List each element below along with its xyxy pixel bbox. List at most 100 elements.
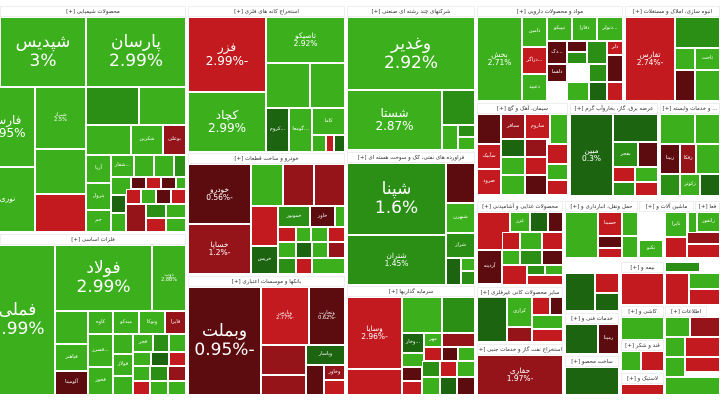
stock-tile[interactable]: شکربن: [131, 125, 163, 155]
stock-tile[interactable]: [113, 376, 133, 395]
stock-tile[interactable]: [621, 384, 664, 395]
stock-tile[interactable]: [665, 262, 700, 272]
stock-tile[interactable]: [133, 352, 151, 366]
sector-header-investment[interactable]: سرمایه گذاریها [+]: [347, 286, 475, 297]
stock-tile[interactable]: حسینا: [598, 212, 622, 236]
stock-tile[interactable]: مهر: [424, 333, 442, 347]
sector-header-construction[interactable]: انبوه سازی، املاک و مستغلات [+]: [625, 6, 720, 17]
stock-tile[interactable]: [621, 351, 641, 371]
stock-tile[interactable]: [139, 87, 186, 125]
stock-tile[interactable]: [598, 236, 622, 248]
stock-tile[interactable]: تکنو: [639, 240, 663, 258]
sector-header-chemicals[interactable]: محصولات شیمیایی [+]: [0, 6, 186, 17]
stock-tile[interactable]: سآبیک: [477, 144, 501, 169]
stock-tile[interactable]: پترول: [86, 183, 111, 210]
stock-tile[interactable]: [169, 334, 186, 352]
stock-tile[interactable]: [166, 204, 186, 218]
stock-tile[interactable]: دفارا: [572, 17, 597, 41]
stock-tile[interactable]: [440, 377, 457, 395]
stock-tile[interactable]: وبملت -0.95%: [188, 287, 261, 395]
stock-tile[interactable]: زکوثر: [680, 174, 700, 196]
stock-tile[interactable]: [278, 227, 296, 242]
stock-tile[interactable]: [161, 177, 176, 189]
sector-header-rubber[interactable]: لاستیک و [+]: [621, 373, 664, 384]
stock-tile[interactable]: [442, 297, 475, 333]
stock-tile[interactable]: [525, 175, 547, 195]
stock-tile[interactable]: فایرا: [165, 311, 186, 334]
stock-tile[interactable]: فولاژ: [113, 354, 133, 376]
stock-tile[interactable]: ...گومعا: [289, 108, 312, 152]
stock-tile[interactable]: [530, 212, 548, 232]
stock-tile[interactable]: [169, 352, 186, 366]
stock-tile[interactable]: [695, 70, 720, 101]
stock-tile[interactable]: ذوب 2.88%: [152, 245, 186, 311]
stock-tile[interactable]: [607, 82, 623, 101]
sector-header-oil-products[interactable]: فراورده های نفتی، کک و سوخت هسته ای [+]: [347, 152, 475, 163]
stock-tile[interactable]: [567, 82, 589, 101]
sector-header-machinery[interactable]: ماشین آلات و [+]: [639, 201, 694, 212]
stock-tile[interactable]: وخاور: [324, 365, 345, 380]
stock-tile[interactable]: [312, 135, 326, 152]
stock-tile[interactable]: [146, 177, 161, 189]
stock-tile[interactable]: [133, 381, 150, 395]
stock-tile[interactable]: [520, 250, 542, 265]
stock-tile[interactable]: صرود: [477, 169, 501, 195]
stock-tile[interactable]: [622, 212, 638, 236]
stock-tile[interactable]: [700, 174, 720, 196]
stock-tile[interactable]: [589, 82, 607, 101]
stock-tile[interactable]: [171, 189, 186, 204]
stock-tile[interactable]: شیراز 2.5%: [35, 87, 86, 149]
stock-tile[interactable]: [589, 64, 607, 82]
stock-tile[interactable]: فباهنر: [55, 344, 88, 371]
stock-tile[interactable]: خریس: [251, 246, 278, 274]
stock-tile[interactable]: [347, 369, 402, 395]
sector-header-food[interactable]: محصولات غذایی و آشامیدنی [+]: [477, 201, 563, 212]
stock-tile[interactable]: [312, 258, 345, 274]
stock-tile[interactable]: [324, 380, 345, 395]
stock-tile[interactable]: دامین: [522, 17, 547, 47]
stock-tile[interactable]: میدکو: [113, 311, 139, 334]
stock-tile[interactable]: [567, 52, 587, 64]
sector-header-misc[interactable]: فعا [+]: [695, 201, 720, 212]
stock-tile[interactable]: ...کروم: [266, 108, 289, 152]
stock-tile[interactable]: فخوز: [88, 367, 113, 395]
stock-tile[interactable]: [598, 248, 622, 258]
stock-tile[interactable]: تیپیکو: [547, 17, 572, 41]
stock-tile[interactable]: کرازی: [507, 297, 532, 327]
stock-tile[interactable]: [665, 237, 687, 258]
stock-tile[interactable]: [442, 333, 475, 347]
stock-tile[interactable]: [547, 144, 568, 164]
stock-tile[interactable]: [150, 366, 168, 381]
stock-tile[interactable]: [607, 55, 623, 82]
stock-tile[interactable]: [402, 353, 424, 367]
sector-header-metals[interactable]: فلزات اساسی [+]: [0, 234, 186, 245]
stock-tile[interactable]: جم: [86, 210, 111, 232]
stock-tile[interactable]: بخش 2.71%: [477, 17, 522, 101]
stock-tile[interactable]: [153, 334, 169, 352]
stock-tile[interactable]: [687, 232, 720, 244]
stock-tile[interactable]: ...دک: [547, 41, 567, 64]
sector-header-sugar[interactable]: قند و شکر [+]: [621, 340, 664, 351]
stock-tile[interactable]: [675, 70, 695, 101]
stock-tile[interactable]: شبهرن: [446, 203, 475, 233]
sector-header-tiles[interactable]: کاشی و [+]: [621, 306, 664, 317]
stock-tile[interactable]: وسایا -2.96%: [347, 297, 402, 369]
stock-tile[interactable]: ...دزاگر: [522, 47, 547, 74]
stock-tile[interactable]: [587, 41, 607, 64]
stock-tile[interactable]: [111, 195, 126, 213]
stock-tile[interactable]: [168, 381, 186, 395]
stock-tile[interactable]: کاما: [312, 108, 345, 135]
stock-tile[interactable]: [461, 271, 475, 285]
stock-tile[interactable]: [261, 375, 306, 395]
stock-tile[interactable]: [595, 293, 619, 311]
stock-tile[interactable]: [296, 242, 312, 258]
stock-tile[interactable]: خاور: [310, 206, 335, 227]
stock-tile[interactable]: [689, 289, 720, 305]
stock-tile[interactable]: [461, 258, 475, 271]
stock-tile[interactable]: شراز: [446, 233, 475, 258]
stock-tile[interactable]: [457, 361, 475, 377]
stock-tile[interactable]: [520, 232, 542, 250]
stock-tile[interactable]: آردینه: [477, 250, 502, 284]
sector-header-multi-industry[interactable]: شرکتهای چند رشته ای صنعتی [+]: [347, 6, 475, 17]
stock-tile[interactable]: [532, 315, 563, 329]
